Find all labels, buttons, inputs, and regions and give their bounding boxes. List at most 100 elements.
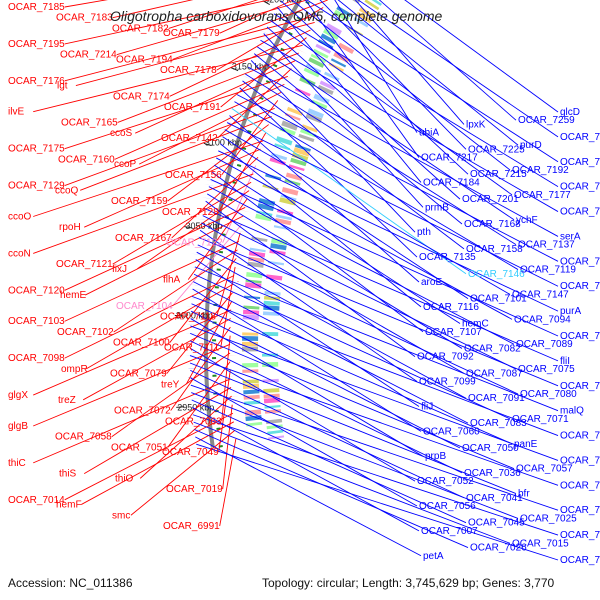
reverse-gene-label[interactable]: serA — [560, 231, 581, 242]
reverse-gene-label[interactable]: OCAR_7020 — [560, 505, 600, 516]
reverse-gene-label[interactable]: OCAR_7119 — [520, 265, 576, 276]
reverse-gene-label[interactable]: OCAR_7217 — [421, 153, 478, 164]
forward-gene-label[interactable]: OCAR_7063 — [165, 416, 222, 427]
reverse-gene-label[interactable]: purD — [520, 140, 542, 151]
reverse-gene-label[interactable]: OCAR_7101 — [470, 294, 527, 305]
reverse-gene-label[interactable]: OCAR_7046 — [560, 455, 600, 466]
forward-gene-label[interactable]: OCAR_7051 — [111, 442, 168, 453]
forward-gene-label[interactable]: smc — [112, 510, 130, 521]
forward-gene-label[interactable]: ilvE — [8, 107, 24, 118]
forward-gene-label[interactable]: OCAR_7072 — [114, 406, 171, 417]
forward-gene-label[interactable]: glgB — [8, 421, 28, 432]
forward-gene-label[interactable]: OCAR_7118 — [160, 312, 216, 323]
forward-gene-label[interactable]: OCAR_7122 — [166, 238, 223, 249]
reverse-gene-label[interactable]: OCAR_7073 — [560, 431, 600, 442]
reverse-gene-label[interactable]: OCAR_7166 — [560, 207, 600, 218]
forward-gene-label[interactable]: thiS — [59, 469, 77, 480]
reverse-gene-label[interactable]: OCAR_7094 — [514, 314, 571, 325]
reverse-gene-label[interactable]: aroE — [421, 277, 442, 288]
forward-gene-label[interactable]: hemE — [60, 290, 86, 301]
forward-gene-label[interactable]: ccoO — [8, 211, 32, 222]
forward-gene-label[interactable]: rpoH — [59, 222, 81, 233]
forward-gene-label[interactable]: glgX — [8, 390, 28, 401]
forward-gene-label[interactable]: OCAR_7120 — [8, 285, 65, 296]
forward-gene-label[interactable]: OCAR_7100 — [113, 338, 170, 349]
reverse-gene-label[interactable]: OCAR_7092 — [417, 352, 474, 363]
reverse-gene-label[interactable]: prmB — [425, 202, 449, 213]
forward-gene-label[interactable]: hemF — [56, 500, 82, 511]
forward-gene-label[interactable]: lgt — [57, 81, 68, 92]
reverse-gene-label[interactable]: OCAR_7013 — [560, 530, 600, 541]
reverse-gene-label[interactable]: OCAR_7107 — [425, 327, 482, 338]
forward-gene-label[interactable]: OCAR_7160 — [58, 154, 115, 165]
forward-gene-label[interactable]: OCAR_7179 — [163, 28, 220, 39]
forward-gene-label[interactable]: treZ — [58, 395, 76, 406]
reverse-gene-label[interactable]: OCAR_7116 — [423, 302, 479, 313]
reverse-gene-label[interactable]: OCAR_7115 — [560, 281, 600, 292]
reverse-gene-label[interactable]: OCAR_7083 — [470, 418, 527, 429]
reverse-gene-label[interactable]: OCAR_7135 — [419, 252, 476, 263]
reverse-gene-label[interactable]: OCAR_7225 — [468, 144, 525, 155]
forward-gene-label[interactable]: OCAR_7183 — [56, 13, 113, 24]
reverse-gene-label[interactable]: OCAR_7060 — [423, 426, 480, 437]
forward-gene-label[interactable]: OCAR_7102 — [57, 327, 114, 338]
reverse-gene-label[interactable]: ubiA — [419, 128, 439, 139]
reverse-gene-label[interactable]: OCAR_7168 — [464, 219, 521, 230]
forward-gene-label[interactable]: OCAR_7194 — [116, 54, 173, 65]
reverse-gene-label[interactable]: panE — [514, 439, 538, 450]
forward-gene-label[interactable]: OCAR_7103 — [8, 316, 65, 327]
reverse-gene-label[interactable]: OCAR_7025 — [520, 513, 577, 524]
forward-gene-label[interactable]: OCAR_7167 — [115, 233, 172, 244]
reverse-gene-label[interactable]: petA — [423, 551, 444, 562]
forward-gene-label[interactable]: OCAR_7111 — [164, 342, 220, 353]
reverse-gene-label[interactable]: OCAR_7099 — [419, 377, 476, 388]
forward-gene-label[interactable]: treY — [161, 379, 180, 390]
reverse-gene-label[interactable]: OCAR_7087 — [466, 368, 523, 379]
forward-gene-label[interactable]: OCAR_7214 — [60, 50, 117, 61]
forward-gene-label[interactable]: OCAR_7185 — [8, 2, 65, 13]
forward-gene-label[interactable]: OCAR_7159 — [111, 196, 168, 207]
reverse-gene-label[interactable]: OCAR_7206 — [560, 157, 600, 168]
forward-gene-label[interactable]: OCAR_7129 — [8, 181, 65, 192]
reverse-gene-label[interactable]: pth — [417, 227, 431, 238]
forward-gene-label[interactable]: OCAR_7176 — [8, 76, 65, 87]
reverse-gene-label[interactable]: ychF — [516, 215, 538, 226]
reverse-gene-label[interactable]: OCAR_7215 — [470, 169, 527, 180]
forward-gene-label[interactable]: OCAR_7128 — [162, 207, 219, 218]
reverse-gene-label[interactable]: bfr — [518, 489, 530, 500]
reverse-gene-label[interactable]: OCAR_7075 — [518, 364, 575, 375]
reverse-gene-label[interactable]: OCAR_7137 — [518, 240, 575, 251]
reverse-gene-label[interactable]: OCAR_7050 — [462, 443, 519, 454]
reverse-gene-label[interactable]: OCAR_7071 — [512, 414, 569, 425]
reverse-gene-label[interactable]: OCAR_7158 — [466, 244, 523, 255]
reverse-gene-label[interactable]: OCAR_7146 — [468, 269, 525, 280]
reverse-gene-label[interactable]: hemC — [462, 319, 489, 330]
forward-gene-label[interactable]: OCAR_7121 — [56, 259, 113, 270]
forward-gene-label[interactable]: OCAR_7178 — [160, 65, 217, 76]
forward-gene-label[interactable]: OCAR_7174 — [113, 91, 170, 102]
forward-gene-label[interactable]: OCAR_6991 — [163, 521, 220, 532]
reverse-gene-label[interactable]: OCAR_7091 — [468, 393, 525, 404]
reverse-gene-label[interactable]: OCAR_7082 — [464, 343, 521, 354]
reverse-gene-label[interactable]: OCAR_7041 — [466, 493, 523, 504]
reverse-gene-label[interactable]: OCAR_7056 — [419, 501, 476, 512]
forward-gene-label[interactable]: OCAR_7079 — [110, 369, 167, 380]
reverse-gene-label[interactable]: fliJ — [421, 401, 433, 412]
forward-gene-label[interactable]: OCAR_7165 — [61, 117, 118, 128]
forward-gene-label[interactable]: OCAR_7019 — [166, 484, 223, 495]
reverse-gene-label[interactable]: OCAR_7026 — [470, 543, 527, 554]
reverse-gene-label[interactable]: OCAR_7045 — [468, 518, 525, 529]
reverse-gene-label[interactable]: OCAR_7161 — [560, 256, 600, 267]
forward-gene-label[interactable]: fixJ — [112, 264, 127, 275]
forward-gene-label[interactable]: OCAR_7182 — [112, 23, 169, 34]
forward-gene-label[interactable]: ccoN — [8, 248, 31, 259]
forward-gene-label[interactable]: OCAR_7049 — [162, 447, 219, 458]
forward-gene-label[interactable]: flhA — [163, 275, 181, 286]
forward-gene-label[interactable]: OCAR_7098 — [8, 353, 65, 364]
reverse-gene-label[interactable]: fliI — [560, 356, 570, 367]
reverse-gene-label[interactable]: prpB — [425, 451, 446, 462]
forward-gene-label[interactable]: OCAR_7195 — [8, 39, 65, 50]
reverse-gene-label[interactable]: OCAR_7147 — [512, 289, 569, 300]
forward-gene-label[interactable]: ccoP — [114, 159, 137, 170]
reverse-gene-label[interactable]: OCAR_7235 — [560, 132, 600, 143]
